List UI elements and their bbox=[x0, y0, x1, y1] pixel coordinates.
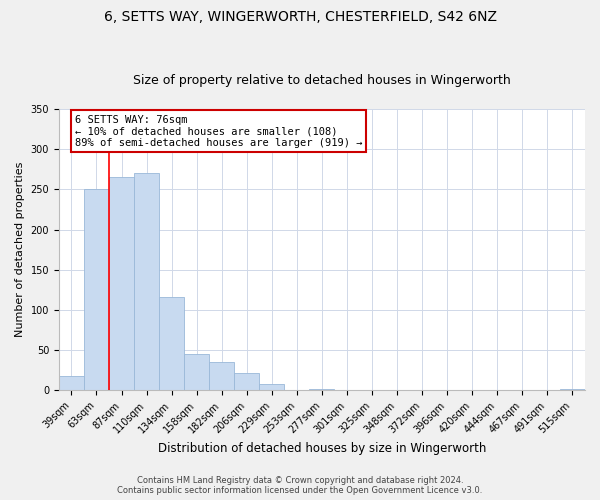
Text: Contains HM Land Registry data © Crown copyright and database right 2024.
Contai: Contains HM Land Registry data © Crown c… bbox=[118, 476, 482, 495]
Bar bbox=[84, 190, 109, 390]
Bar bbox=[209, 362, 234, 390]
Text: 6 SETTS WAY: 76sqm
← 10% of detached houses are smaller (108)
89% of semi-detach: 6 SETTS WAY: 76sqm ← 10% of detached hou… bbox=[74, 114, 362, 148]
Bar bbox=[184, 354, 209, 391]
Bar bbox=[159, 297, 184, 390]
Bar bbox=[560, 388, 585, 390]
Bar bbox=[109, 178, 134, 390]
Text: 6, SETTS WAY, WINGERWORTH, CHESTERFIELD, S42 6NZ: 6, SETTS WAY, WINGERWORTH, CHESTERFIELD,… bbox=[104, 10, 497, 24]
Bar bbox=[310, 388, 334, 390]
X-axis label: Distribution of detached houses by size in Wingerworth: Distribution of detached houses by size … bbox=[158, 442, 486, 455]
Bar bbox=[59, 376, 84, 390]
Bar bbox=[234, 374, 259, 390]
Y-axis label: Number of detached properties: Number of detached properties bbox=[15, 162, 25, 338]
Bar bbox=[259, 384, 284, 390]
Title: Size of property relative to detached houses in Wingerworth: Size of property relative to detached ho… bbox=[133, 74, 511, 87]
Bar bbox=[134, 174, 159, 390]
